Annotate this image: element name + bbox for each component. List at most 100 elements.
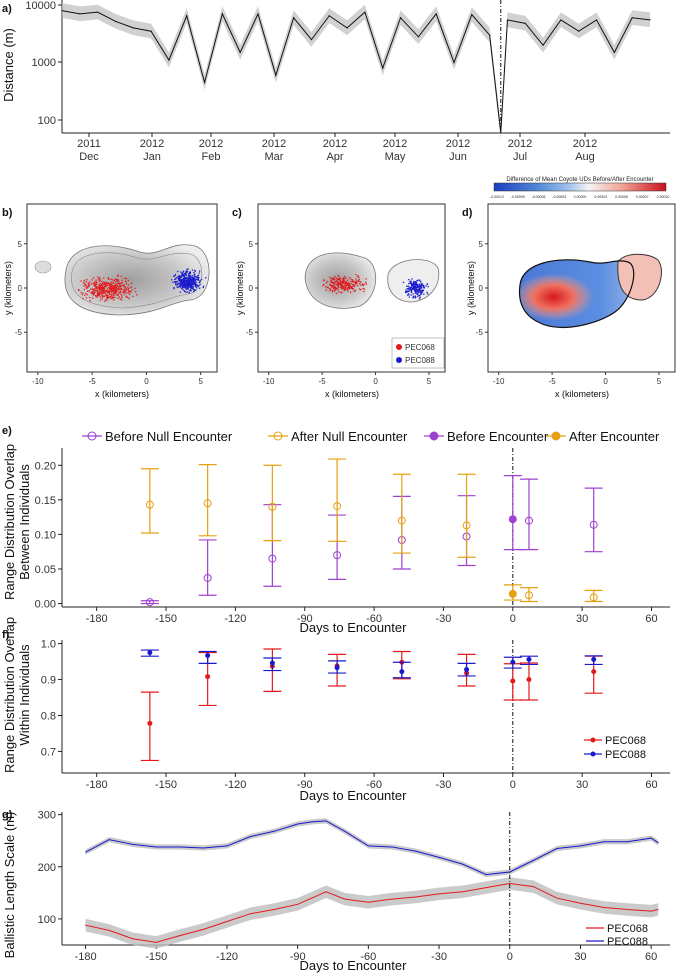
pec088-point [199, 280, 201, 282]
pec068-point [485, 887, 487, 889]
pec068-point [627, 909, 629, 911]
pec068-point [112, 296, 115, 299]
pec068-point [80, 291, 82, 294]
pec068-point [99, 299, 102, 301]
pec088-point [186, 277, 189, 280]
pec088-point [422, 289, 425, 291]
pec088-point [406, 288, 408, 290]
pec068-point [88, 290, 90, 292]
pec068-point [327, 287, 330, 289]
pec068-point [355, 280, 357, 282]
pec068-point [338, 286, 340, 288]
pec088-point [194, 279, 196, 281]
pec088-point [181, 272, 184, 274]
legend-marker [429, 431, 439, 441]
ytick-label: 0 [18, 284, 23, 293]
pec068-point [105, 282, 107, 284]
panel-a-xtick-year: 2012 [573, 138, 597, 150]
pec088-point [404, 291, 407, 294]
pec068-point [391, 898, 393, 900]
pec088-point [173, 286, 175, 289]
panel-g-legend: PEC068 PEC088 [586, 923, 648, 948]
pec068-point [81, 294, 83, 296]
panel-e-point [397, 516, 406, 525]
pec088-point [198, 281, 201, 283]
pec088-point [196, 276, 198, 278]
pec068-point [93, 289, 95, 291]
pec068-point [118, 289, 120, 291]
pec088-point [174, 278, 177, 280]
pec068-point [109, 289, 111, 291]
pec088-point [411, 284, 414, 286]
pec088-point [177, 275, 179, 278]
panel-e-point [508, 515, 517, 524]
pec068-point [339, 282, 341, 284]
pec088-point [325, 820, 327, 822]
pec068-point [353, 285, 356, 288]
pec088-point [418, 288, 421, 290]
pec088-point [189, 283, 191, 285]
pec068-point [331, 277, 333, 280]
panel-e-point [333, 502, 342, 511]
pec068-point [118, 296, 120, 298]
pec068-point [101, 286, 104, 288]
pec068-point [78, 289, 80, 292]
pec088-point [189, 276, 191, 278]
pec088-point [462, 863, 464, 865]
pec088-point [402, 281, 405, 284]
pec068-point [323, 284, 325, 286]
panel-a-point [453, 61, 455, 64]
panel-a-point [506, 19, 509, 21]
ytick-label: 0 [249, 284, 254, 293]
pec068-point [107, 277, 109, 279]
pec068-point [331, 278, 333, 281]
pec068-point [338, 283, 340, 285]
pec068-point [338, 278, 341, 280]
day-tick-label: -180 [75, 951, 97, 963]
pec088-point [196, 285, 198, 287]
pec068-point [330, 280, 333, 283]
pec088-point [419, 290, 421, 292]
pec068-point [134, 287, 136, 290]
pec068-point [355, 278, 357, 280]
pec068-point [335, 284, 338, 286]
pec088-point [185, 271, 187, 274]
ytick-label: 5 [479, 240, 484, 249]
pec068-point [86, 290, 89, 292]
pec068-point [344, 289, 347, 291]
pec068-point [108, 293, 110, 295]
pec088-point [415, 296, 417, 299]
pec088-point [187, 281, 189, 283]
pec068-point [110, 296, 112, 298]
panel-f-point [510, 678, 516, 684]
pec068-point [121, 299, 123, 301]
pec088-point [194, 285, 197, 288]
panel-c-plot [304, 252, 440, 309]
panel-a-xtick-year: 2012 [446, 138, 470, 150]
pec068-point [113, 285, 115, 287]
pec068-point [357, 275, 359, 277]
pec068-point [358, 276, 360, 279]
pec068-point [202, 928, 204, 930]
pec088-point [197, 276, 199, 279]
pec068-point [349, 287, 352, 289]
panel-f-point [399, 669, 405, 675]
legend-label: After Null Encounter [291, 429, 408, 444]
pec068-point [88, 283, 90, 286]
panel-c-legend: PEC068 PEC088 [391, 337, 445, 369]
pec068-point [117, 274, 119, 276]
pec068-point [112, 279, 114, 281]
pec088-point [195, 276, 197, 278]
pec088-point [190, 280, 193, 282]
pec088-point [421, 290, 423, 292]
pec068-point [103, 288, 106, 290]
colorbar-tick: 0.00003 [594, 195, 607, 199]
pec088-point [190, 290, 192, 292]
pec068-point [100, 292, 102, 294]
pec088-point [182, 279, 185, 281]
pec068-point [114, 286, 116, 289]
pec088-point [178, 285, 180, 287]
day-tick-label: -30 [435, 613, 451, 625]
pec068-point [125, 282, 128, 285]
panel-a-xtick-year: 2012 [383, 138, 407, 150]
